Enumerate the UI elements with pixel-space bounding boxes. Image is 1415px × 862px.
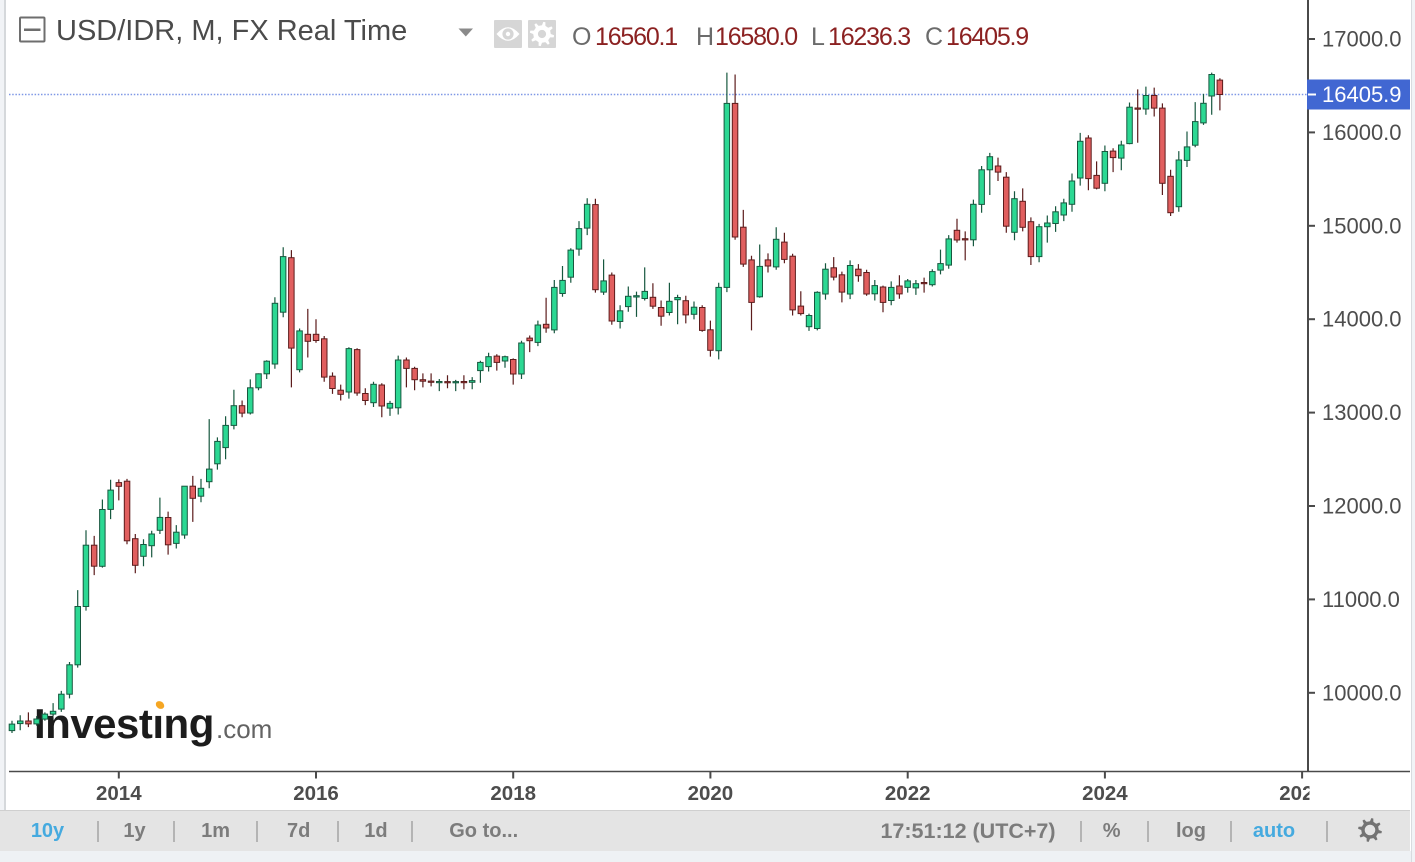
svg-text:12000.0: 12000.0 (1322, 494, 1402, 519)
svg-text:.com: .com (216, 714, 272, 744)
svg-text:16405.9: 16405.9 (946, 23, 1028, 51)
svg-text:O: O (572, 23, 591, 51)
svg-text:14000.0: 14000.0 (1322, 307, 1402, 332)
svg-text:11000.0: 11000.0 (1322, 587, 1400, 612)
svg-text:2018: 2018 (490, 782, 536, 805)
svg-text:16580.0: 16580.0 (715, 23, 797, 51)
svg-text:16405.9: 16405.9 (1322, 82, 1402, 107)
svg-text:USD/IDR, M, FX Real Time: USD/IDR, M, FX Real Time (56, 15, 407, 47)
svg-text:H: H (696, 23, 714, 51)
svg-text:2020: 2020 (688, 782, 734, 805)
svg-text:10000.0: 10000.0 (1322, 680, 1402, 705)
svg-text:2014: 2014 (96, 782, 142, 805)
svg-text:C: C (925, 23, 943, 51)
svg-text:16560.1: 16560.1 (595, 23, 677, 51)
svg-text:13000.0: 13000.0 (1322, 400, 1402, 425)
svg-text:15000.0: 15000.0 (1322, 213, 1402, 238)
svg-text:2024: 2024 (1082, 782, 1128, 805)
svg-text:16000.0: 16000.0 (1322, 120, 1402, 145)
svg-text:17000.0: 17000.0 (1322, 27, 1402, 52)
svg-text:2022: 2022 (885, 782, 931, 805)
svg-text:16236.3: 16236.3 (828, 23, 910, 51)
svg-text:2016: 2016 (293, 782, 339, 805)
svg-text:L: L (811, 23, 825, 51)
